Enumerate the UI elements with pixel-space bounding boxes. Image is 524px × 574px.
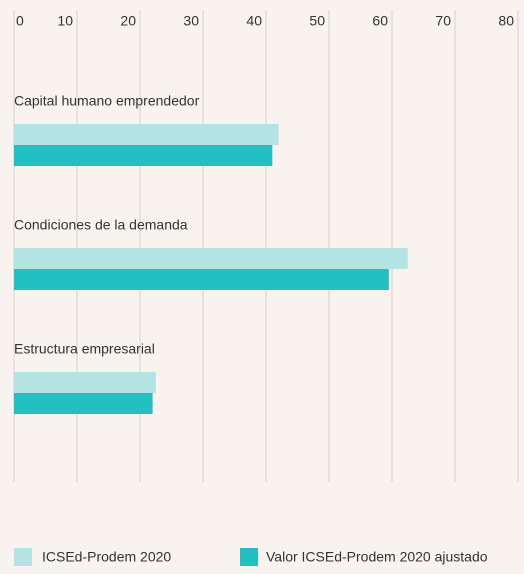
bar: [14, 248, 408, 269]
x-tick-label: 80: [498, 13, 514, 29]
x-tick-label: 0: [16, 13, 24, 29]
category-label: Condiciones de la demanda: [14, 217, 188, 233]
bar: [14, 372, 156, 393]
x-tick-label: 60: [372, 13, 388, 29]
x-tick-label: 30: [183, 13, 199, 29]
x-tick-label: 10: [57, 13, 73, 29]
category-label: Estructura empresarial: [14, 341, 155, 357]
legend-label: ICSEd-Prodem 2020: [42, 549, 171, 565]
x-tick-label: 40: [246, 13, 262, 29]
x-tick-label: 20: [120, 13, 136, 29]
bar: [14, 269, 389, 290]
x-tick-label: 50: [309, 13, 325, 29]
category-label: Capital humano emprendedor: [14, 93, 200, 109]
legend-swatch: [14, 548, 32, 566]
bar: [14, 124, 279, 145]
bar: [14, 393, 153, 414]
legend-swatch: [240, 548, 258, 566]
x-tick-label: 70: [435, 13, 451, 29]
bar: [14, 145, 273, 166]
legend-label: Valor ICSEd-Prodem 2020 ajustado: [266, 549, 488, 565]
